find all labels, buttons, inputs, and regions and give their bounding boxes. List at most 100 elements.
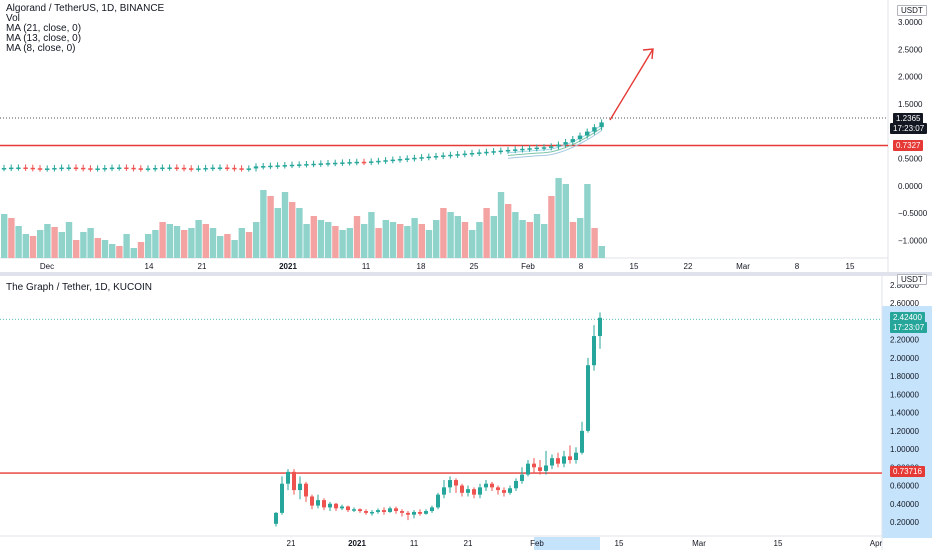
volume-bar <box>346 228 353 258</box>
candle-body <box>311 163 316 166</box>
candle-body <box>334 503 338 509</box>
volume-bar <box>130 248 137 258</box>
candle-body <box>275 165 280 167</box>
candle-body <box>297 164 302 166</box>
candle-body <box>189 168 194 170</box>
volume-bar <box>296 208 303 258</box>
time-tick-label: Mar <box>692 539 706 548</box>
volume-bar <box>260 190 267 258</box>
volume-bar <box>440 208 447 258</box>
volume-bar <box>73 240 80 258</box>
projection-arrow[interactable] <box>609 48 654 121</box>
volume-bar <box>577 218 584 258</box>
indicator-ma8[interactable]: MA (8, close, 0) <box>6 43 76 54</box>
volume-bar <box>411 218 418 258</box>
time-tick-label: 15 <box>630 262 639 271</box>
volume-bar <box>209 228 217 258</box>
volume-bar <box>526 222 533 258</box>
candle-body <box>286 471 290 484</box>
volume-bar <box>224 234 231 258</box>
last-price-tag: 2.42400 <box>890 312 925 323</box>
candle-body <box>466 489 470 493</box>
candle-body <box>167 167 172 170</box>
candle-body <box>469 153 475 155</box>
algorand-chart-pane[interactable]: 3.00002.50002.00001.50001.00000.50000.00… <box>0 0 932 272</box>
candle-body <box>361 161 367 164</box>
price-tick-label: −1.0000 <box>898 236 928 245</box>
time-tick-label: 21 <box>198 262 207 271</box>
volume-bar <box>137 242 145 258</box>
candle-body <box>550 458 554 466</box>
volume-bar <box>51 227 58 258</box>
candle-body <box>442 487 446 495</box>
price-tick-label: 1.00000 <box>890 445 919 454</box>
candle-body <box>210 167 215 170</box>
candle-body <box>16 167 21 169</box>
support-level-tag: 0.7327 <box>893 140 924 151</box>
candle-body <box>354 161 359 164</box>
pane-divider[interactable] <box>0 272 932 276</box>
volume-bar <box>202 224 209 258</box>
volume-bar <box>217 236 224 258</box>
candle-body <box>95 168 100 170</box>
volume-bar <box>325 222 332 258</box>
graph-chart-pane[interactable]: 2.800002.600002.400002.200002.000001.800… <box>0 274 932 550</box>
volume-bar <box>505 204 512 258</box>
currency-badge[interactable]: USDT <box>897 5 927 16</box>
time-tick-label: 11 <box>362 262 371 271</box>
candle-body <box>598 317 602 337</box>
candle-body <box>9 167 14 170</box>
candle-body <box>383 160 388 162</box>
volume-bar <box>8 218 15 258</box>
volume-bar <box>512 212 519 258</box>
volume-bar <box>289 202 296 258</box>
price-tick-label: 2.5000 <box>898 45 923 54</box>
price-axis[interactable] <box>888 0 932 272</box>
candle-body <box>570 139 575 143</box>
volume-bar <box>469 230 476 258</box>
time-tick-label: 18 <box>417 262 426 271</box>
time-tick-label: Dec <box>40 262 54 271</box>
candle-body <box>1 168 7 170</box>
candle-body <box>394 508 398 512</box>
volume-bar <box>368 212 375 258</box>
currency-badge[interactable]: USDT <box>897 274 927 285</box>
price-tick-label: 3.0000 <box>898 18 923 27</box>
candle-body <box>364 511 368 513</box>
indicator-ma13[interactable]: MA (13, close, 0) <box>6 33 82 44</box>
candle-body <box>318 163 323 165</box>
price-tick-label: 2.20000 <box>890 336 919 345</box>
candle-body <box>592 127 597 132</box>
volume-bar <box>397 224 404 258</box>
indicator-vol[interactable]: Vol <box>6 13 20 24</box>
volume-bar <box>548 196 555 258</box>
candle-body <box>160 167 165 170</box>
price-tick-label: −0.5000 <box>898 209 928 218</box>
graph-chart-canvas[interactable]: 2.800002.600002.400002.200002.000001.800… <box>0 276 932 550</box>
volume-bar <box>490 216 497 258</box>
time-tick-label: 14 <box>145 262 154 271</box>
price-tick-label: 0.20000 <box>890 518 919 527</box>
volume-bar <box>15 226 22 258</box>
volume-bar <box>555 178 562 258</box>
candle-body <box>30 167 35 170</box>
candle-body <box>513 149 518 151</box>
candle-body <box>289 164 295 167</box>
countdown-tag: 17:23:07 <box>890 322 928 333</box>
candle-body <box>460 485 464 493</box>
ma13-line <box>507 127 602 156</box>
candle-body <box>484 483 488 488</box>
time-tick-label: 25 <box>470 262 479 271</box>
candle-body <box>81 167 86 170</box>
candle-body <box>246 168 251 170</box>
candle-body <box>196 168 201 170</box>
candle-body <box>599 122 604 128</box>
candle-body <box>397 159 403 161</box>
volume-bar <box>80 232 87 258</box>
volume-bar <box>562 184 569 258</box>
algorand-chart-canvas[interactable]: 3.00002.50002.00001.50001.00000.50000.00… <box>0 0 932 272</box>
candle-body <box>484 151 489 154</box>
indicator-ma21[interactable]: MA (21, close, 0) <box>6 23 82 34</box>
time-range-highlight <box>534 537 600 550</box>
graph-legend: The Graph / Tether, 1D, KUCOIN <box>6 283 152 293</box>
